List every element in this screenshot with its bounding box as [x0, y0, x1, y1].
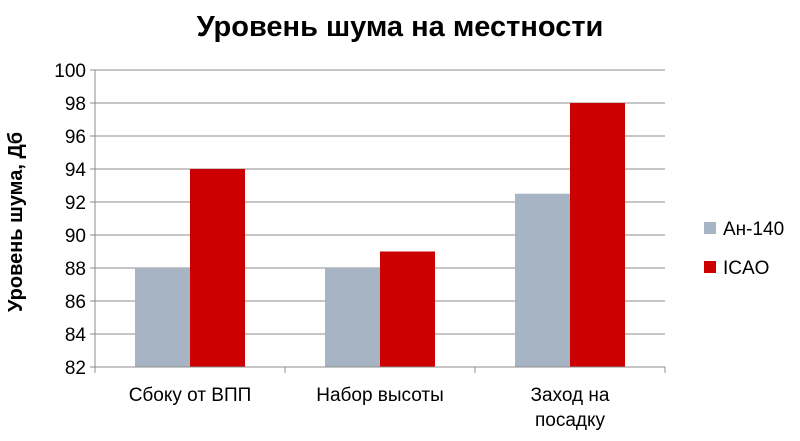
bars — [135, 103, 625, 367]
y-tick-label: 98 — [65, 94, 86, 115]
y-tick-label: 88 — [65, 259, 86, 280]
y-tick-labels: 82 84 86 88 90 92 94 96 98 100 — [54, 61, 86, 379]
bar-ICAO-1 — [380, 251, 435, 367]
legend-label: Ан-140 — [723, 219, 784, 240]
x-category-label: Сбоку от ВПП — [129, 385, 252, 406]
legend-swatch — [704, 222, 716, 234]
axes — [94, 70, 666, 373]
bar-Ан-140-0 — [135, 268, 190, 367]
legend-label: ICAO — [723, 258, 769, 279]
y-tick-label: 82 — [65, 358, 86, 379]
chart-title: Уровень шума на местности — [197, 11, 604, 43]
y-tick-label: 90 — [65, 226, 86, 247]
bar-Ан-140-1 — [325, 268, 380, 367]
bar-Ан-140-2 — [515, 193, 570, 367]
y-axis-label: Уровень шума, Дб — [5, 132, 27, 312]
bar-ICAO-0 — [190, 169, 245, 367]
x-category-labels: Сбоку от ВПП Набор высоты Заход на посадку — [129, 385, 610, 431]
bar-ICAO-2 — [570, 103, 625, 367]
x-category-label: Заход на — [531, 385, 610, 406]
y-tick-label: 86 — [65, 292, 86, 313]
legend: Ан-140 ICAO — [704, 219, 784, 279]
x-category-label: посадку — [535, 410, 606, 431]
y-tick-label: 84 — [65, 325, 87, 346]
legend-swatch — [704, 261, 716, 273]
y-tick-label: 100 — [54, 61, 86, 82]
y-tick-label: 96 — [65, 127, 86, 148]
y-tick-label: 94 — [65, 160, 87, 181]
y-tick-label: 92 — [65, 193, 86, 214]
x-category-label: Набор высоты — [316, 385, 444, 406]
